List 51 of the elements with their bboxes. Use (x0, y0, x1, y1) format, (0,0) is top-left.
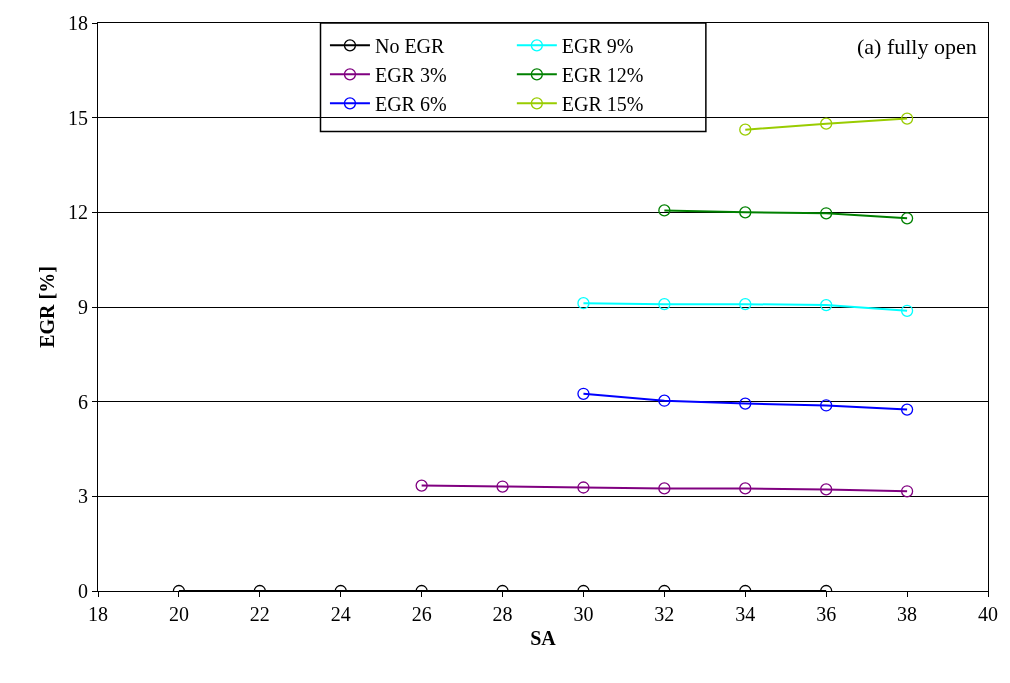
legend-label: EGR 12% (561, 64, 644, 87)
x-tick-label: 32 (654, 603, 675, 625)
point (820, 207, 833, 220)
point (900, 304, 914, 317)
annotation: (a) fully open (857, 34, 977, 59)
point (820, 117, 833, 130)
legend-label: EGR 6% (374, 93, 447, 116)
y-tick-label: 3 (78, 485, 88, 508)
x-tick-label: 36 (816, 603, 837, 625)
legend-label: EGR 9% (561, 35, 634, 58)
x-tick-label: 28 (492, 603, 513, 625)
legend-label: No EGR (374, 35, 446, 58)
x-tick-label: 26 (411, 603, 432, 625)
y-tick-label: 0 (78, 580, 88, 602)
point (415, 479, 428, 492)
x-tick-label: 24 (330, 603, 351, 625)
point (739, 482, 752, 495)
x-tick-label: 40 (978, 603, 998, 625)
y-tick-label: 18 (68, 12, 88, 34)
legend-label: EGR 15% (561, 93, 644, 116)
point (658, 394, 671, 407)
y-axis-title: EGR [%] (35, 266, 58, 348)
point (658, 298, 671, 311)
legend-label: EGR 3% (374, 64, 447, 87)
y-tick-label: 12 (68, 201, 88, 224)
point (900, 212, 914, 225)
point (577, 481, 590, 494)
x-tick-label: 34 (735, 603, 756, 625)
x-tick-label: 20 (168, 603, 189, 625)
point (900, 403, 914, 416)
x-tick-label: 22 (249, 603, 270, 625)
point (658, 482, 671, 495)
point (496, 480, 509, 493)
x-tick-label: 30 (573, 603, 594, 625)
point (820, 399, 833, 412)
point (820, 298, 833, 312)
y-tick-label: 9 (78, 296, 88, 318)
point (900, 112, 914, 125)
y-tick-label: 6 (78, 390, 88, 413)
point (739, 298, 752, 311)
point (658, 204, 671, 217)
point (739, 397, 752, 410)
point (900, 485, 914, 498)
point (577, 297, 590, 310)
point (739, 206, 752, 219)
point (820, 483, 833, 496)
x-axis-title: SA (530, 626, 557, 649)
x-tick-label: 38 (897, 603, 918, 625)
point (739, 123, 752, 136)
y-tick-label: 15 (68, 106, 88, 129)
point (577, 387, 590, 400)
